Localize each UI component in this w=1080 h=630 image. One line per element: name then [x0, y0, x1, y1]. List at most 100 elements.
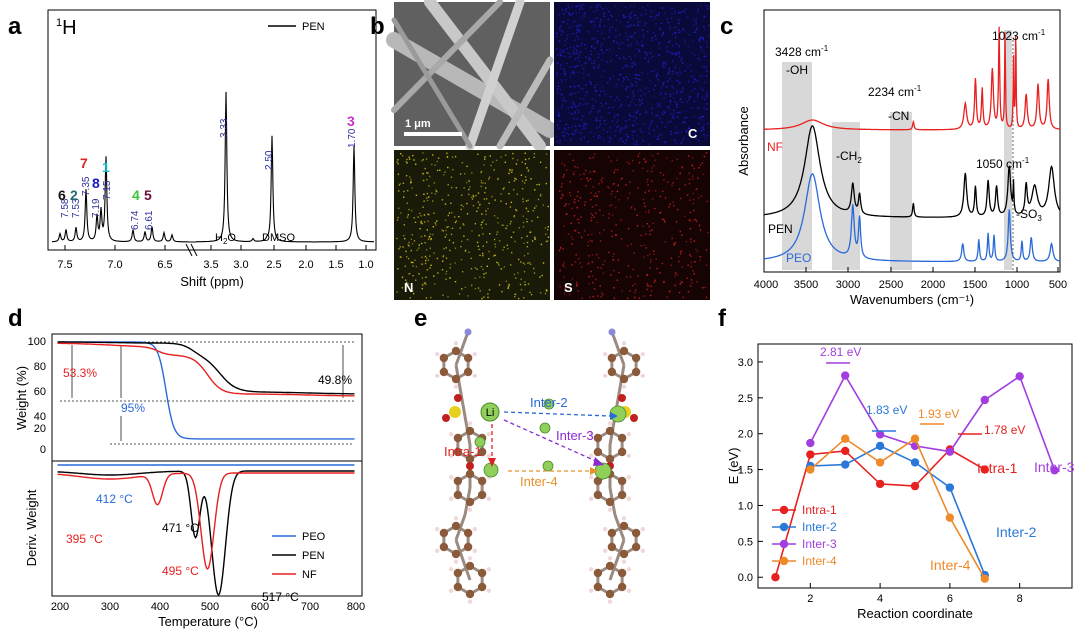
- map-dot: [615, 234, 617, 236]
- x-tick: 700: [301, 601, 319, 613]
- map-dot: [424, 281, 426, 284]
- map-dot: [635, 85, 637, 87]
- map-dot: [561, 93, 563, 95]
- map-dot: [426, 229, 428, 231]
- map-dot: [600, 179, 602, 181]
- x-tick: 4000: [754, 279, 778, 291]
- map-dot: [656, 267, 658, 270]
- map-dot: [527, 210, 529, 213]
- map-dot: [680, 280, 682, 283]
- map-dot: [663, 62, 665, 64]
- map-dot: [675, 127, 677, 129]
- carbon-atom: [477, 568, 487, 578]
- map-dot: [529, 291, 531, 294]
- map-dot: [646, 285, 649, 287]
- map-dot: [645, 52, 648, 54]
- map-dot: [591, 98, 594, 100]
- map-n-label: N: [404, 280, 413, 295]
- map-dot: [523, 297, 525, 299]
- map-dot: [651, 170, 653, 173]
- dtg-line-nf: [57, 472, 355, 571]
- map-dot: [616, 41, 618, 44]
- map-dot: [695, 23, 697, 25]
- map-dot: [700, 87, 702, 89]
- hydrogen-atom: [626, 453, 631, 459]
- map-dot: [436, 169, 439, 172]
- map-dot: [640, 14, 643, 16]
- map-dot: [687, 264, 689, 266]
- map-dot: [578, 218, 580, 221]
- map-dot: [681, 57, 683, 59]
- map-dot: [652, 32, 655, 34]
- map-dot: [659, 103, 661, 105]
- map-dot: [685, 240, 688, 243]
- map-dot: [642, 44, 644, 47]
- map-dot: [619, 129, 621, 131]
- map-dot: [704, 137, 706, 139]
- map-dot: [573, 201, 575, 203]
- map-dot: [524, 158, 527, 161]
- map-dot: [695, 138, 698, 140]
- map-dot: [521, 180, 524, 182]
- carbon-atom: [617, 433, 627, 443]
- map-dot: [646, 181, 648, 183]
- map-dot: [650, 285, 652, 287]
- peak-label: 6.61: [144, 210, 155, 230]
- map-dot: [596, 253, 598, 256]
- map-c-dots: [556, 4, 710, 146]
- map-dot: [567, 107, 569, 110]
- map-dot: [682, 122, 684, 124]
- map-dot: [556, 141, 558, 143]
- map-dot: [597, 30, 599, 32]
- map-dot: [650, 121, 653, 123]
- hydrogen-atom: [453, 341, 459, 346]
- map-dot: [570, 73, 572, 75]
- map-dot: [679, 71, 681, 73]
- map-dot: [419, 228, 421, 230]
- map-dot: [603, 38, 605, 40]
- map-dot: [556, 72, 558, 74]
- map-dot: [597, 295, 599, 297]
- map-dot: [420, 242, 423, 245]
- carbon-atom: [463, 367, 473, 377]
- map-dot: [578, 232, 580, 234]
- map-dot: [593, 21, 595, 23]
- map-dot: [630, 45, 632, 47]
- panel-c-letter: c: [720, 13, 733, 40]
- map-dot: [671, 13, 673, 15]
- map-dot: [694, 261, 696, 263]
- map-dot: [403, 190, 405, 193]
- bond: [610, 331, 626, 366]
- map-dot: [484, 156, 486, 158]
- map-dot: [530, 293, 533, 296]
- nmr-spectrum-line: [52, 91, 374, 243]
- map-dot: [653, 135, 656, 137]
- map-dot: [647, 209, 650, 212]
- map-dot: [703, 15, 706, 17]
- map-dot: [474, 223, 477, 225]
- hydrogen-atom: [603, 373, 608, 379]
- map-dot: [630, 243, 632, 245]
- map-dot: [568, 285, 570, 287]
- map-dot: [687, 16, 689, 18]
- map-dot: [514, 177, 516, 180]
- map-dot: [472, 205, 475, 207]
- map-dot: [628, 113, 631, 115]
- map-dot: [649, 267, 651, 269]
- bond: [454, 539, 472, 581]
- map-dot: [685, 41, 687, 43]
- map-dot: [460, 245, 462, 248]
- carbon-atom: [451, 346, 461, 356]
- map-dot: [690, 75, 692, 78]
- map-dot: [462, 271, 464, 273]
- peak-label: 1.70: [347, 128, 358, 148]
- map-dot: [539, 195, 542, 197]
- map-dot: [629, 181, 631, 183]
- map-dot: [661, 121, 663, 124]
- end-label-inter-3: Inter-3: [1034, 459, 1075, 475]
- map-dot: [429, 175, 431, 178]
- map-dot: [481, 297, 483, 300]
- map-dot: [475, 194, 477, 197]
- map-dot: [447, 166, 449, 169]
- map-dot: [496, 261, 498, 264]
